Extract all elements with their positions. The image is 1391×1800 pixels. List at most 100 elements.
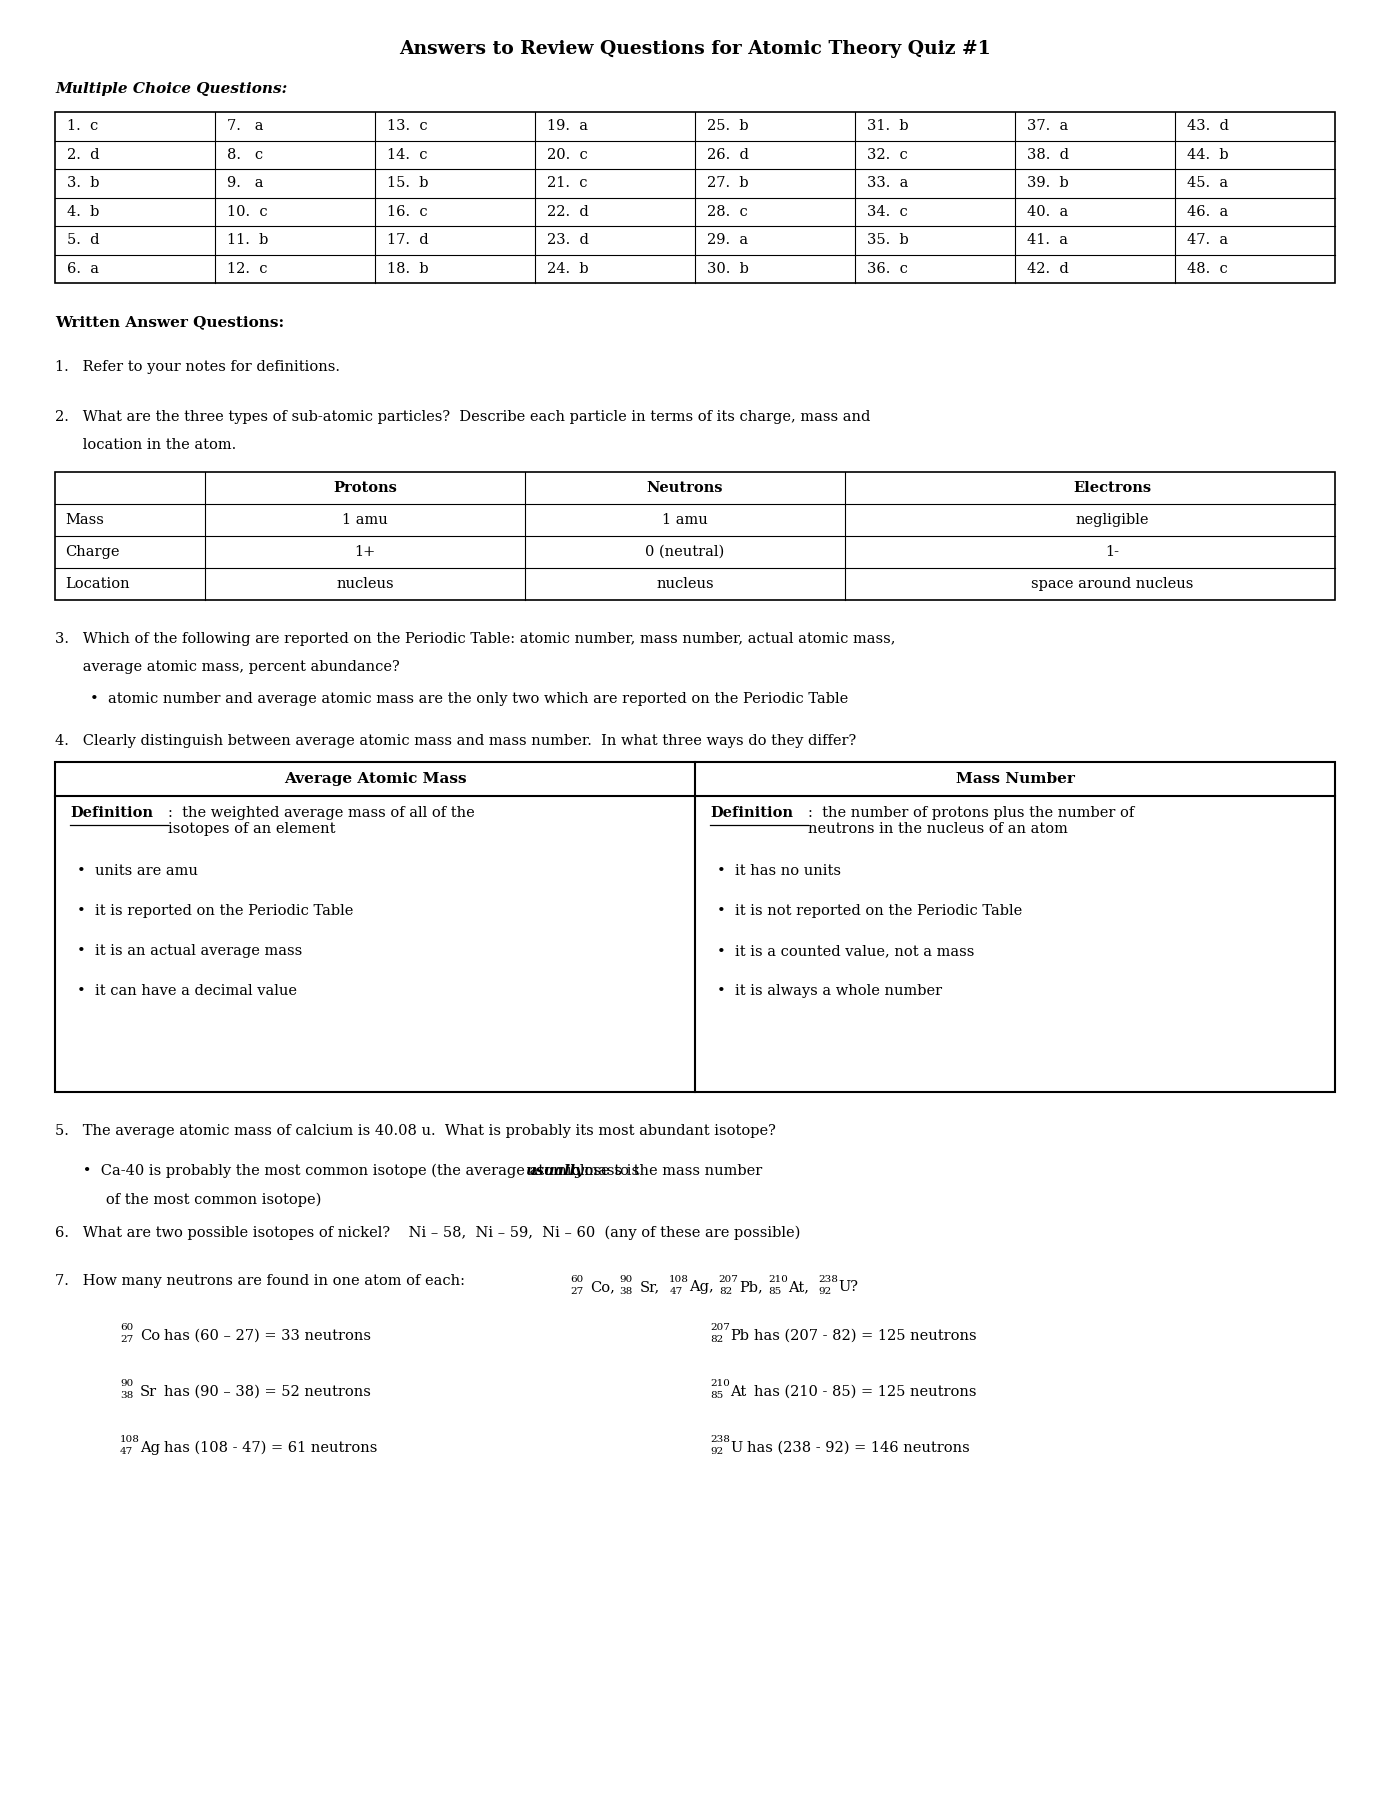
- Text: has (60 – 27) = 33 neutrons: has (60 – 27) = 33 neutrons: [164, 1328, 371, 1343]
- Text: 7.   How many neutrons are found in one atom of each:: 7. How many neutrons are found in one at…: [56, 1274, 465, 1289]
- Text: 4.   Clearly distinguish between average atomic mass and mass number.  In what t: 4. Clearly distinguish between average a…: [56, 734, 857, 749]
- Text: 47.  a: 47. a: [1187, 234, 1228, 247]
- Text: 26.  d: 26. d: [707, 148, 748, 162]
- Text: 92: 92: [709, 1447, 723, 1456]
- Text: 1 amu: 1 amu: [662, 513, 708, 527]
- Text: 4.  b: 4. b: [67, 205, 99, 220]
- Text: Co: Co: [140, 1328, 160, 1343]
- Text: 11.  b: 11. b: [227, 234, 268, 247]
- Text: 31.  b: 31. b: [867, 119, 908, 133]
- Text: 2.  d: 2. d: [67, 148, 100, 162]
- Text: 46.  a: 46. a: [1187, 205, 1228, 220]
- Text: 40.  a: 40. a: [1027, 205, 1068, 220]
- Text: 1 amu: 1 amu: [342, 513, 388, 527]
- Text: 22.  d: 22. d: [547, 205, 588, 220]
- Text: •  units are amu: • units are amu: [77, 864, 198, 878]
- Text: 30.  b: 30. b: [707, 261, 748, 275]
- Text: Protons: Protons: [332, 481, 396, 495]
- Text: 5.   The average atomic mass of calcium is 40.08 u.  What is probably its most a: 5. The average atomic mass of calcium is…: [56, 1123, 776, 1138]
- Text: 1+: 1+: [355, 545, 376, 560]
- Text: 108: 108: [120, 1436, 140, 1444]
- Text: has (90 – 38) = 52 neutrons: has (90 – 38) = 52 neutrons: [164, 1384, 371, 1399]
- Text: •  Ca-40 is probably the most common isotope (the average atomic mass is: • Ca-40 is probably the most common isot…: [56, 1165, 644, 1179]
- Text: 60: 60: [570, 1274, 583, 1283]
- Text: 8.   c: 8. c: [227, 148, 263, 162]
- Text: At,: At,: [789, 1280, 810, 1294]
- Text: 60: 60: [120, 1323, 134, 1332]
- Text: 38: 38: [120, 1391, 134, 1400]
- Text: 238: 238: [818, 1274, 837, 1283]
- Text: Written Answer Questions:: Written Answer Questions:: [56, 315, 284, 329]
- Text: Ag,: Ag,: [689, 1280, 714, 1294]
- Text: 37.  a: 37. a: [1027, 119, 1068, 133]
- Text: 207: 207: [709, 1323, 730, 1332]
- Text: 10.  c: 10. c: [227, 205, 267, 220]
- Text: :  the weighted average mass of all of the
isotopes of an element: : the weighted average mass of all of th…: [168, 806, 474, 837]
- Text: 6.   What are two possible isotopes of nickel?    Ni – 58,  Ni – 59,  Ni – 60  (: 6. What are two possible isotopes of nic…: [56, 1226, 800, 1240]
- Text: 15.  b: 15. b: [387, 176, 428, 191]
- Text: 24.  b: 24. b: [547, 261, 588, 275]
- Text: 33.  a: 33. a: [867, 176, 908, 191]
- Text: 207: 207: [719, 1274, 739, 1283]
- Text: Charge: Charge: [65, 545, 120, 560]
- Text: At: At: [730, 1384, 746, 1399]
- Text: 47: 47: [669, 1287, 683, 1296]
- Text: has (207 - 82) = 125 neutrons: has (207 - 82) = 125 neutrons: [754, 1328, 976, 1343]
- Text: 1.   Refer to your notes for definitions.: 1. Refer to your notes for definitions.: [56, 360, 339, 374]
- Text: Sr,: Sr,: [640, 1280, 659, 1294]
- Text: Neutrons: Neutrons: [647, 481, 723, 495]
- Text: •  it is reported on the Periodic Table: • it is reported on the Periodic Table: [77, 904, 353, 918]
- Text: 38.  d: 38. d: [1027, 148, 1070, 162]
- Text: Location: Location: [65, 578, 129, 590]
- Text: Answers to Review Questions for Atomic Theory Quiz #1: Answers to Review Questions for Atomic T…: [399, 40, 990, 58]
- Text: Average Atomic Mass: Average Atomic Mass: [284, 772, 466, 787]
- Text: 39.  b: 39. b: [1027, 176, 1068, 191]
- Text: Pb: Pb: [730, 1328, 748, 1343]
- Text: 38: 38: [619, 1287, 633, 1296]
- Text: 27: 27: [120, 1336, 134, 1345]
- Text: 12.  c: 12. c: [227, 261, 267, 275]
- Text: 6.  a: 6. a: [67, 261, 99, 275]
- Text: 82: 82: [709, 1336, 723, 1345]
- Text: 14.  c: 14. c: [387, 148, 427, 162]
- Text: 21.  c: 21. c: [547, 176, 587, 191]
- Text: 16.  c: 16. c: [387, 205, 427, 220]
- Text: 85: 85: [709, 1391, 723, 1400]
- Text: 48.  c: 48. c: [1187, 261, 1228, 275]
- Text: 90: 90: [120, 1379, 134, 1388]
- Text: 85: 85: [768, 1287, 782, 1296]
- Text: Pb,: Pb,: [739, 1280, 762, 1294]
- Bar: [56, 761, 1335, 1093]
- Text: nucleus: nucleus: [657, 578, 714, 590]
- Text: Electrons: Electrons: [1074, 481, 1152, 495]
- Text: 35.  b: 35. b: [867, 234, 908, 247]
- Text: :  the number of protons plus the number of
neutrons in the nucleus of an atom: : the number of protons plus the number …: [808, 806, 1134, 837]
- Text: 3.  b: 3. b: [67, 176, 100, 191]
- Text: 0 (neutral): 0 (neutral): [645, 545, 725, 560]
- Text: of the most common isotope): of the most common isotope): [56, 1193, 321, 1208]
- Text: 25.  b: 25. b: [707, 119, 748, 133]
- Text: 1-: 1-: [1106, 545, 1120, 560]
- Text: 17.  d: 17. d: [387, 234, 428, 247]
- Text: 13.  c: 13. c: [387, 119, 427, 133]
- Text: 27: 27: [570, 1287, 583, 1296]
- Text: 23.  d: 23. d: [547, 234, 588, 247]
- Text: 45.  a: 45. a: [1187, 176, 1228, 191]
- Text: 28.  c: 28. c: [707, 205, 748, 220]
- Text: 9.   a: 9. a: [227, 176, 263, 191]
- Text: 210: 210: [709, 1379, 730, 1388]
- Text: has (108 - 47) = 61 neutrons: has (108 - 47) = 61 neutrons: [164, 1442, 378, 1454]
- Text: Definition: Definition: [70, 806, 153, 821]
- Text: 29.  a: 29. a: [707, 234, 748, 247]
- Text: Multiple Choice Questions:: Multiple Choice Questions:: [56, 83, 288, 95]
- Text: •  it has no units: • it has no units: [716, 864, 842, 878]
- Text: Ag: Ag: [140, 1442, 160, 1454]
- Text: 20.  c: 20. c: [547, 148, 588, 162]
- Text: 47: 47: [120, 1447, 134, 1456]
- Bar: [56, 472, 1335, 599]
- Text: close to the mass number: close to the mass number: [566, 1165, 762, 1177]
- Text: 1.  c: 1. c: [67, 119, 99, 133]
- Text: 210: 210: [768, 1274, 789, 1283]
- Text: has (210 - 85) = 125 neutrons: has (210 - 85) = 125 neutrons: [754, 1384, 976, 1399]
- Text: negligible: negligible: [1075, 513, 1149, 527]
